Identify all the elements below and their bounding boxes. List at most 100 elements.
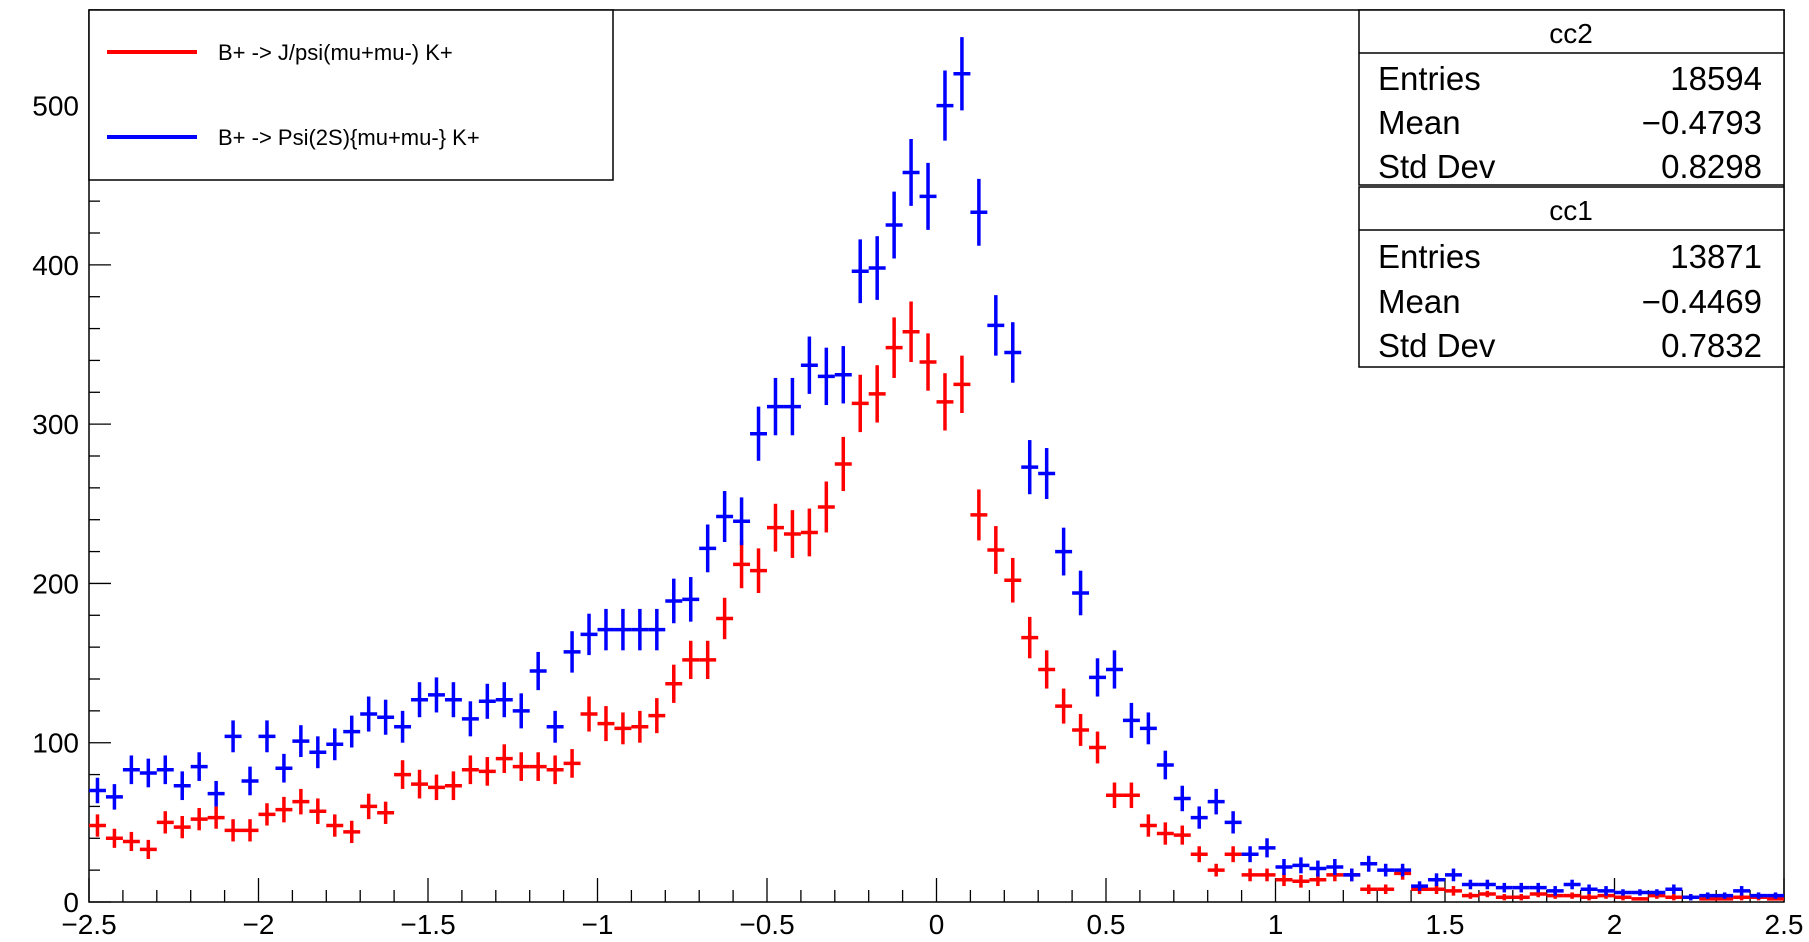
data-point <box>1106 782 1123 809</box>
data-point <box>122 831 140 852</box>
data-point <box>275 796 293 823</box>
data-point <box>614 712 632 745</box>
data-point <box>1038 650 1056 689</box>
data-point <box>1156 822 1174 845</box>
legend-label-jpsi: B+ -> J/psi(mu+mu-) K+ <box>218 40 453 65</box>
data-point <box>665 664 683 703</box>
data-point <box>682 577 700 622</box>
stats-box-cc2-frame <box>1358 9 1785 186</box>
data-point <box>139 839 157 859</box>
data-point <box>1139 712 1157 745</box>
data-point <box>275 753 293 783</box>
data-point <box>1004 322 1022 383</box>
data-point <box>1089 731 1106 764</box>
stats-mean-value: −0.4793 <box>1642 104 1762 141</box>
data-point <box>834 436 852 492</box>
data-point <box>1631 897 1649 901</box>
data-point <box>241 766 259 796</box>
data-point <box>512 693 530 729</box>
data-series <box>89 37 1784 901</box>
data-point <box>343 715 361 748</box>
data-point <box>173 815 191 839</box>
data-point <box>529 651 547 691</box>
data-point <box>224 819 242 842</box>
data-point <box>1512 894 1530 901</box>
data-point <box>1021 616 1039 659</box>
data-point <box>1072 714 1090 746</box>
data-point <box>1665 894 1683 901</box>
data-point <box>970 178 988 246</box>
data-point <box>885 191 903 259</box>
data-point <box>1546 886 1564 896</box>
stats-stddev-value: 0.7832 <box>1661 327 1762 364</box>
x-tick-label: 2 <box>1607 909 1623 940</box>
data-point <box>190 752 208 781</box>
data-point <box>343 820 361 844</box>
data-point <box>377 699 395 735</box>
x-tick-label: −0.5 <box>739 909 794 940</box>
data-point <box>411 682 428 718</box>
data-point <box>851 239 869 304</box>
data-point <box>512 752 530 781</box>
data-point <box>1173 785 1191 812</box>
data-point <box>1072 570 1090 616</box>
data-point <box>105 784 123 810</box>
data-point <box>1326 858 1344 875</box>
data-point <box>631 608 649 651</box>
stats-mean-label: Mean <box>1378 283 1461 320</box>
data-point <box>1614 889 1632 896</box>
data-point <box>1716 892 1734 899</box>
data-point <box>919 162 937 230</box>
data-point <box>326 728 344 761</box>
x-tick-label: −2 <box>243 909 275 940</box>
data-point <box>122 755 140 785</box>
data-point <box>309 736 327 769</box>
data-point <box>1224 846 1242 863</box>
data-point <box>495 682 513 718</box>
data-point <box>461 755 479 785</box>
data-point <box>1343 868 1361 882</box>
data-point <box>1750 892 1768 899</box>
stats-stddev-label: Std Dev <box>1378 327 1496 364</box>
data-point <box>1292 874 1310 888</box>
data-point <box>987 295 1005 356</box>
data-point <box>1173 825 1191 845</box>
data-point <box>1445 886 1462 896</box>
data-point <box>444 771 462 801</box>
data-point <box>817 347 835 406</box>
data-point <box>1292 857 1310 874</box>
data-point <box>1478 879 1496 890</box>
stats-entries-value: 18594 <box>1670 60 1762 97</box>
data-point <box>207 806 225 829</box>
data-point <box>173 771 191 801</box>
data-point <box>207 780 225 807</box>
data-point <box>444 682 462 718</box>
data-point <box>258 803 276 826</box>
data-point <box>292 725 310 758</box>
data-point <box>750 406 767 461</box>
data-point <box>631 710 649 743</box>
x-tick-label: 0.5 <box>1087 909 1126 940</box>
data-point <box>970 489 988 541</box>
x-tick-label: −2.5 <box>61 909 116 940</box>
data-point <box>834 346 852 404</box>
data-point <box>1699 892 1717 899</box>
data-point <box>190 808 208 831</box>
data-point <box>1004 557 1022 603</box>
data-point <box>1682 894 1700 901</box>
data-point <box>648 608 666 651</box>
y-tick-label: 300 <box>32 409 79 440</box>
data-point <box>139 758 157 788</box>
stats-box-cc1: cc1 Entries 13871 Mean −0.4469 Std Dev 0… <box>1358 186 1785 368</box>
data-point <box>1445 868 1462 882</box>
data-point <box>156 755 174 785</box>
stats-stddev-value: 0.8298 <box>1661 148 1762 185</box>
data-point <box>1495 894 1513 901</box>
data-point <box>1122 782 1140 809</box>
data-point <box>360 793 378 820</box>
data-point <box>377 801 395 824</box>
stats-mean-label: Mean <box>1378 104 1461 141</box>
data-point <box>105 828 123 848</box>
data-point <box>529 752 547 781</box>
data-point <box>1563 879 1581 890</box>
